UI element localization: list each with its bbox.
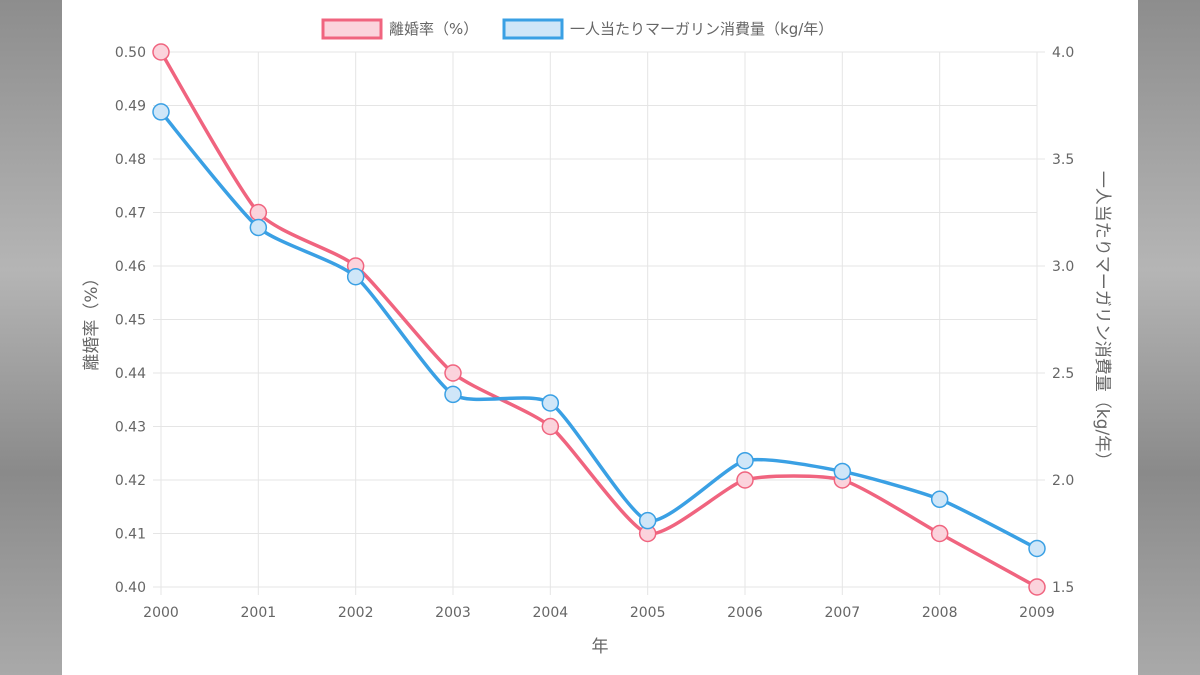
legend-label: 離婚率（%） [389,20,478,38]
x-tick-label: 2002 [338,605,374,621]
data-point[interactable] [833,462,852,481]
x-tick-label: 2004 [533,605,569,621]
legend-label: 一人当たりマーガリン消費量（kg/年） [570,20,833,38]
series-line-0 [159,51,1038,589]
data-point[interactable] [249,218,268,237]
left-tick-label: 0.46 [115,259,146,275]
data-point[interactable] [541,417,560,436]
data-point[interactable] [930,524,949,543]
left-tick-label: 0.42 [115,473,146,489]
right-axis-ticks: 1.5 2.0 2.5 3.0 3.5 4.0 [1037,45,1074,596]
data-point[interactable] [444,364,462,382]
right-tick-label: 3.5 [1052,152,1074,168]
legend: 離婚率（%） 一人当たりマーガリン消費量（kg/年） [321,18,833,40]
data-point[interactable] [541,394,560,412]
data-point[interactable] [638,511,657,530]
x-tick-label: 2001 [241,605,277,621]
legend-item-divorce[interactable]: 離婚率（%） [321,18,478,40]
legend-item-margarine[interactable]: 一人当たりマーガリン消費量（kg/年） [502,18,833,40]
left-tick-label: 0.49 [115,99,146,115]
left-tick-label: 0.48 [115,152,146,168]
left-tick-label: 0.44 [115,366,146,382]
data-point[interactable] [152,43,170,61]
data-point[interactable] [444,385,462,404]
left-tick-label: 0.45 [115,313,146,329]
right-tick-label: 2.5 [1052,366,1074,382]
series-line-1 [159,110,1038,551]
chart-panel [62,0,1138,675]
data-point[interactable] [346,267,365,286]
x-axis-ticks: 2000 2001 2002 2003 2004 2005 2006 2007 2008 2009 [143,605,1055,621]
background-right [1138,0,1200,675]
right-tick-label: 2.0 [1052,473,1074,489]
x-tick-label: 2000 [143,605,179,621]
right-axis-title: 一人当たりマーガリン消費量（kg/年） [1092,171,1112,469]
x-tick-label: 2008 [922,605,958,621]
x-tick-label: 2005 [630,605,666,621]
left-tick-label: 0.40 [115,580,146,596]
left-axis-title: 離婚率（%） [82,269,102,370]
background-left [0,0,62,675]
left-tick-label: 0.50 [115,45,146,61]
data-point[interactable] [736,451,754,470]
x-tick-label: 2003 [435,605,471,621]
data-point[interactable] [1028,578,1046,596]
series [152,43,1046,596]
left-tick-label: 0.43 [115,420,146,436]
right-tick-label: 3.0 [1052,259,1074,275]
left-tick-label: 0.47 [115,206,146,222]
x-tick-label: 2006 [727,605,763,621]
data-point[interactable] [930,490,949,509]
x-tick-label: 2007 [825,605,861,621]
x-tick-label: 2009 [1019,605,1055,621]
left-tick-label: 0.41 [115,527,146,543]
data-point[interactable] [152,103,170,121]
right-tick-label: 1.5 [1052,580,1074,596]
left-axis-ticks: 0.40 0.41 0.42 0.43 0.44 0.45 0.46 0.47 0.48 0.49… [115,45,146,596]
data-point[interactable] [249,203,268,222]
right-tick-label: 4.0 [1052,45,1074,61]
data-point[interactable] [736,471,754,489]
x-axis-title: 年 [592,637,609,657]
data-point[interactable] [1028,539,1046,558]
